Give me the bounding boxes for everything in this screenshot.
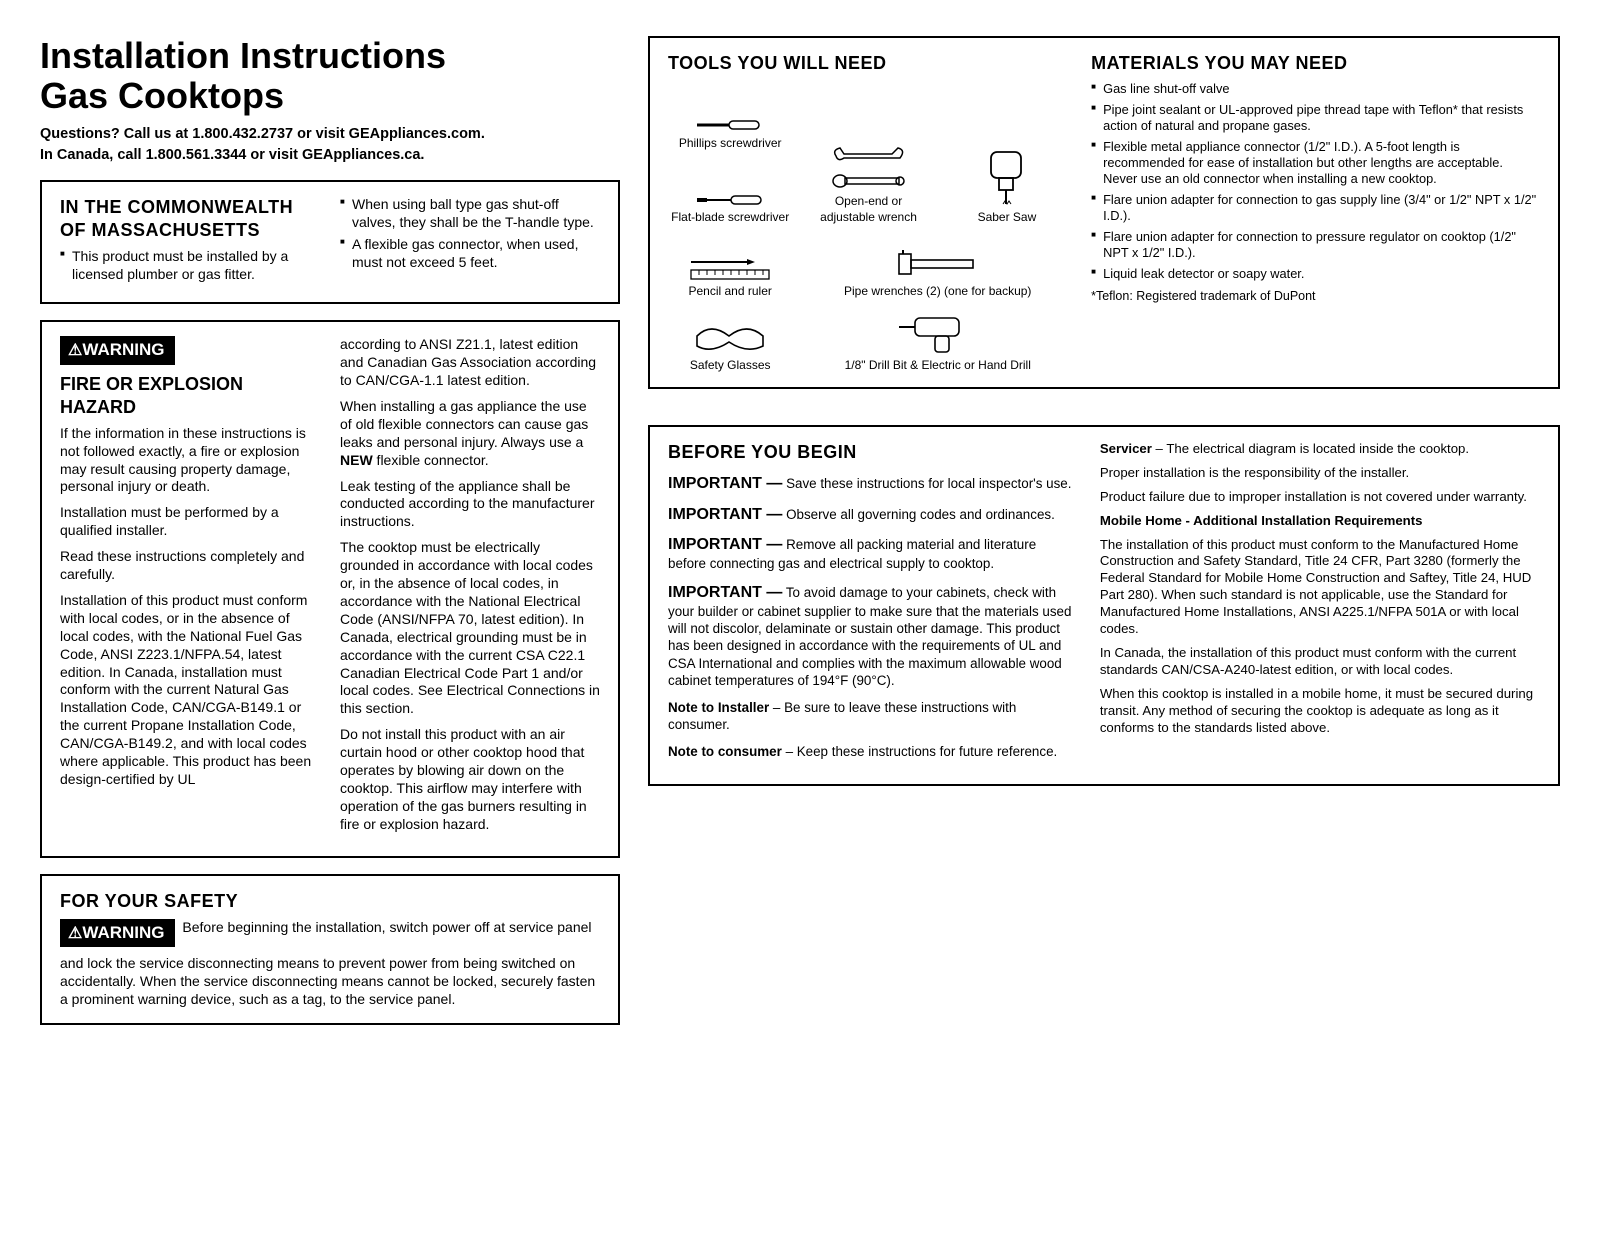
warning-badge: WARNING [60, 336, 175, 364]
hazard-para: Leak testing of the appliance shall be c… [340, 478, 600, 532]
hazard-para: If the information in these instructions… [60, 425, 320, 497]
materials-list: Gas line shut-off valve Pipe joint seala… [1091, 81, 1540, 282]
tool-item: 1/8" Drill Bit & Electric or Hand Drill [806, 303, 1069, 373]
wrench-icon [830, 144, 908, 168]
warning-hazard-box: WARNING FIRE OR EXPLOSION HAZARD If the … [40, 320, 620, 858]
important-item: IMPORTANT — Observe all governing codes … [668, 505, 1078, 525]
materials-item: Flare union adapter for connection to ga… [1091, 192, 1540, 224]
before-para: When this cooktop is installed in a mobi… [1100, 686, 1540, 737]
materials-item: Pipe joint sealant or UL-approved pipe t… [1091, 102, 1540, 134]
hazard-para: Installation of this product must confor… [60, 592, 320, 789]
materials-item: Flare union adapter for connection to pr… [1091, 229, 1540, 261]
hazard-para: according to ANSI Z21.1, latest edition … [340, 336, 600, 390]
tool-label: Open-end or adjustable wrench [806, 194, 930, 225]
before-para: In Canada, the installation of this prod… [1100, 645, 1540, 679]
hazard-heading: FIRE OR EXPLOSION HAZARD [60, 373, 320, 419]
tool-label: Flat-blade screwdriver [671, 210, 789, 225]
page-title: Installation Instructions Gas Cooktops [40, 36, 620, 115]
warning-badge: WARNING [60, 919, 175, 947]
mass-item: This product must be installed by a lice… [60, 248, 320, 284]
screwdriver-icon [695, 116, 765, 134]
pencil-ruler-icon [687, 256, 773, 282]
tool-label: Saber Saw [978, 210, 1037, 225]
tool-label: Pipe wrenches (2) (one for backup) [844, 284, 1031, 299]
tool-item: Flat-blade screwdriver [668, 155, 792, 225]
hazard-para: The cooktop must be electrically grounde… [340, 539, 600, 718]
tools-materials-box: TOOLS YOU WILL NEED Phillips screwdriver… [648, 36, 1560, 389]
right-column: TOOLS YOU WILL NEED Phillips screwdriver… [648, 36, 1560, 1025]
tool-label: Pencil and ruler [688, 284, 771, 299]
mass-heading: IN THE COMMONWEALTH OF MASSACHUSETTS [60, 196, 320, 242]
tool-item: Safety Glasses [668, 303, 792, 373]
before-para: Product failure due to improper installa… [1100, 489, 1540, 506]
tool-label: Phillips screwdriver [679, 136, 782, 151]
tool-item: Pencil and ruler [668, 229, 792, 299]
tool-item: Saber Saw [945, 81, 1069, 225]
mass-item: When using ball type gas shut-off valves… [340, 196, 600, 232]
mass-item: A flexible gas connector, when used, mus… [340, 236, 600, 272]
materials-item: Liquid leak detector or soapy water. [1091, 266, 1540, 282]
important-item: IMPORTANT — To avoid damage to your cabi… [668, 583, 1078, 689]
materials-heading: MATERIALS YOU MAY NEED [1091, 52, 1540, 75]
materials-item: Gas line shut-off valve [1091, 81, 1540, 97]
hazard-para: Read these instructions completely and c… [60, 548, 320, 584]
note-item: Note to Installer – Be sure to leave the… [668, 699, 1078, 733]
teflon-footnote: *Teflon: Registered trademark of DuPont [1091, 288, 1540, 304]
massachusetts-box: IN THE COMMONWEALTH OF MASSACHUSETTS Thi… [40, 180, 620, 304]
mobile-home-heading: Mobile Home - Additional Installation Re… [1100, 513, 1540, 530]
glasses-icon [691, 318, 769, 356]
pipe-wrench-icon [893, 248, 983, 282]
tool-item: Pipe wrenches (2) (one for backup) [806, 229, 1069, 299]
before-heading: BEFORE YOU BEGIN [668, 441, 1078, 464]
before-begin-box: BEFORE YOU BEGIN IMPORTANT — Save these … [648, 425, 1560, 786]
tools-grid: Phillips screwdriver Open-end or adjusta… [668, 81, 1069, 373]
tools-heading: TOOLS YOU WILL NEED [668, 52, 1069, 75]
before-para: The installation of this product must co… [1100, 537, 1540, 638]
before-para: Proper installation is the responsibilit… [1100, 465, 1540, 482]
subtitle-2: In Canada, call 1.800.561.3344 or visit … [40, 146, 620, 165]
note-item: Note to consumer – Keep these instructio… [668, 743, 1078, 760]
drill-icon [895, 312, 981, 356]
mass-left-list: This product must be installed by a lice… [60, 248, 320, 284]
hazard-para: Do not install this product with an air … [340, 726, 600, 833]
servicer-note: Servicer – The electrical diagram is loc… [1100, 441, 1540, 458]
wrench-icon [830, 170, 908, 192]
important-item: IMPORTANT — Remove all packing material … [668, 535, 1078, 573]
left-column: Installation Instructions Gas Cooktops Q… [40, 36, 620, 1025]
tool-label: 1/8" Drill Bit & Electric or Hand Drill [845, 358, 1031, 373]
saw-icon [981, 148, 1033, 208]
safety-box: FOR YOUR SAFETY WARNING Before beginning… [40, 874, 620, 1025]
tool-item: Phillips screwdriver [668, 81, 792, 151]
title-line-1: Installation Instructions [40, 35, 446, 76]
title-line-2: Gas Cooktops [40, 75, 284, 116]
tool-item: Open-end or adjustable wrench [806, 81, 930, 225]
page: Installation Instructions Gas Cooktops Q… [40, 36, 1560, 1025]
tool-label: Safety Glasses [690, 358, 771, 373]
safety-heading: FOR YOUR SAFETY [60, 890, 600, 913]
screwdriver-icon [695, 192, 765, 208]
mass-right-list: When using ball type gas shut-off valves… [340, 196, 600, 272]
subtitle-1: Questions? Call us at 1.800.432.2737 or … [40, 125, 620, 144]
important-item: IMPORTANT — Save these instructions for … [668, 474, 1078, 494]
materials-item: Flexible metal appliance connector (1/2"… [1091, 139, 1540, 187]
hazard-para: When installing a gas appliance the use … [340, 398, 600, 470]
hazard-para: Installation must be performed by a qual… [60, 504, 320, 540]
